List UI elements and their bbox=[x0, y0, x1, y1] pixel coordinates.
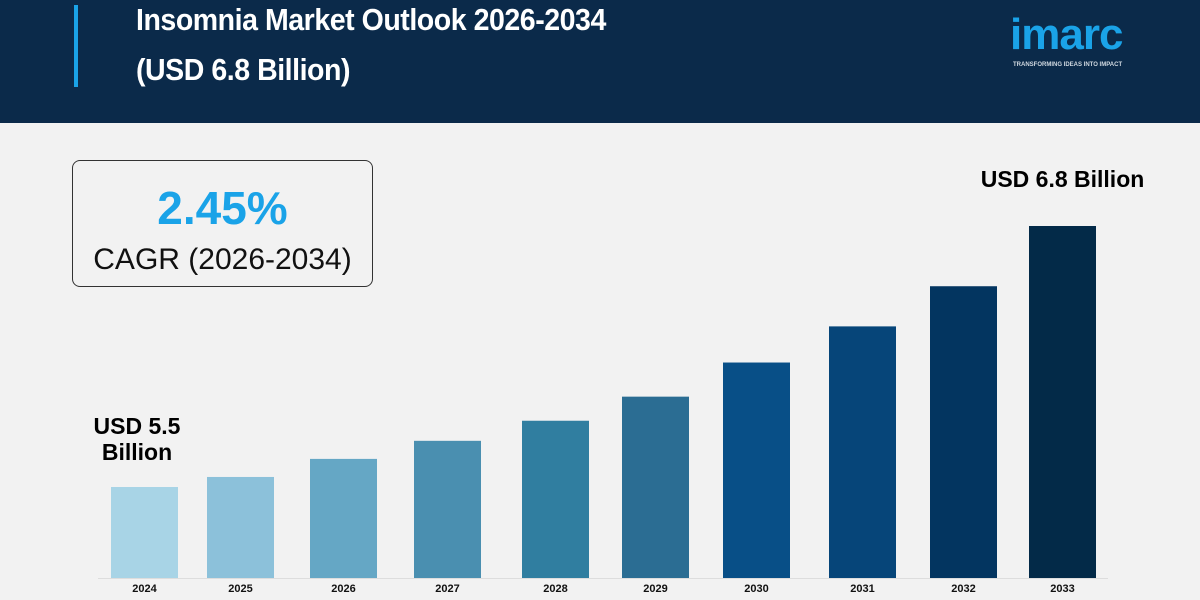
bar-2026 bbox=[310, 458, 377, 578]
x-tick-label: 2033 bbox=[1050, 583, 1074, 595]
cagr-label: CAGR (2026-2034) bbox=[93, 243, 352, 276]
bar-2027 bbox=[414, 440, 481, 578]
x-tick-label: 2028 bbox=[543, 583, 567, 595]
page-title: Insomnia Market Outlook 2026-2034 bbox=[136, 2, 606, 37]
bar-2025 bbox=[207, 476, 274, 578]
bar-2029 bbox=[622, 396, 689, 578]
bar-2024 bbox=[111, 487, 178, 578]
bar-2032 bbox=[930, 286, 997, 578]
x-axis-line bbox=[98, 578, 1108, 579]
x-tick-label: 2027 bbox=[435, 583, 459, 595]
bar-2030 bbox=[723, 362, 790, 578]
x-tick-label: 2031 bbox=[850, 583, 874, 595]
bar-2033 bbox=[1029, 226, 1096, 578]
logo-tagline: TRANSFORMING IDEAS INTO IMPACT bbox=[1013, 62, 1123, 68]
x-tick-label: 2030 bbox=[744, 583, 768, 595]
cagr-box: 2.45% CAGR (2026-2034) bbox=[72, 160, 373, 287]
imarc-logo: imarc TRANSFORMING IDEAS INTO IMPACT bbox=[1010, 4, 1160, 74]
end-value-label: USD 6.8 Billion bbox=[980, 166, 1145, 192]
start-label-line1: USD 5.5 bbox=[93, 413, 181, 439]
x-tick-label: 2029 bbox=[643, 583, 667, 595]
x-tick-label: 2032 bbox=[951, 583, 975, 595]
header-banner: Insomnia Market Outlook 2026-2034 (USD 6… bbox=[0, 0, 1200, 123]
accent-bar bbox=[74, 5, 78, 87]
start-label-line2: Billion bbox=[101, 439, 173, 465]
x-tick-label: 2025 bbox=[228, 583, 252, 595]
bar-2028 bbox=[522, 420, 589, 578]
x-tick-label: 2024 bbox=[132, 583, 157, 595]
page-subtitle: (USD 6.8 Billion) bbox=[136, 52, 351, 87]
x-tick-label: 2026 bbox=[331, 583, 355, 595]
start-value-label: USD 5.5 Billion bbox=[82, 413, 192, 465]
logo-wordmark: imarc bbox=[1010, 10, 1123, 59]
cagr-value: 2.45% bbox=[157, 182, 288, 234]
bar-2031 bbox=[829, 326, 896, 578]
